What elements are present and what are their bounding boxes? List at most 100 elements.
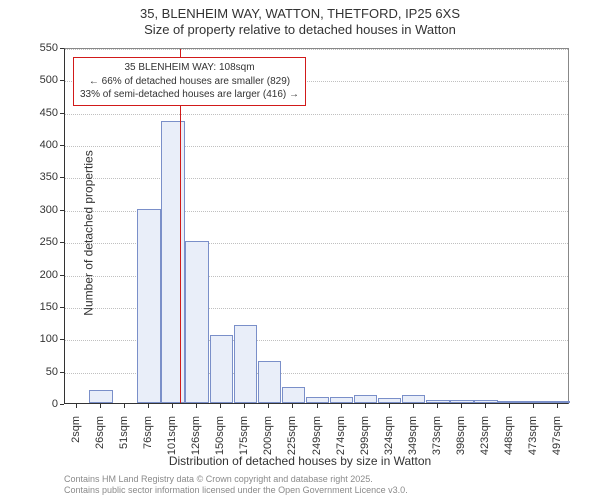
xtick-mark	[292, 404, 293, 408]
xtick-label: 448sqm	[503, 416, 515, 466]
ytick-mark	[60, 48, 64, 49]
ytick-label: 350	[18, 171, 58, 183]
ytick-label: 50	[18, 366, 58, 378]
xtick-label: 150sqm	[214, 416, 226, 466]
histogram-bar	[378, 398, 402, 403]
ytick-mark	[60, 242, 64, 243]
chart-container: 35, BLENHEIM WAY, WATTON, THETFORD, IP25…	[0, 0, 600, 500]
gridline	[65, 146, 568, 147]
xtick-label: 225sqm	[286, 416, 298, 466]
ytick-label: 400	[18, 139, 58, 151]
plot-area: 35 BLENHEIM WAY: 108sqm← 66% of detached…	[64, 48, 569, 404]
xtick-mark	[317, 404, 318, 408]
xtick-label: 324sqm	[383, 416, 395, 466]
annotation-box: 35 BLENHEIM WAY: 108sqm← 66% of detached…	[73, 57, 306, 106]
xtick-mark	[268, 404, 269, 408]
footer-attribution: Contains HM Land Registry data © Crown c…	[64, 474, 408, 497]
ytick-label: 100	[18, 333, 58, 345]
ytick-mark	[60, 145, 64, 146]
ytick-mark	[60, 113, 64, 114]
ytick-label: 450	[18, 107, 58, 119]
xtick-mark	[341, 404, 342, 408]
footer-line-2: Contains public sector information licen…	[64, 485, 408, 496]
histogram-bar	[161, 121, 185, 403]
ytick-label: 150	[18, 301, 58, 313]
xtick-mark	[485, 404, 486, 408]
histogram-bar	[185, 241, 209, 403]
xtick-mark	[557, 404, 558, 408]
xtick-label: 26sqm	[94, 416, 106, 466]
ytick-label: 200	[18, 269, 58, 281]
xtick-label: 398sqm	[455, 416, 467, 466]
histogram-bar	[137, 209, 161, 403]
xtick-label: 51sqm	[118, 416, 130, 466]
xtick-mark	[389, 404, 390, 408]
title-block: 35, BLENHEIM WAY, WATTON, THETFORD, IP25…	[0, 6, 600, 39]
xtick-mark	[196, 404, 197, 408]
histogram-bar	[306, 397, 330, 403]
annotation-line: 33% of semi-detached houses are larger (…	[80, 88, 299, 102]
xtick-mark	[76, 404, 77, 408]
ytick-label: 0	[18, 398, 58, 410]
ytick-mark	[60, 404, 64, 405]
title-main: 35, BLENHEIM WAY, WATTON, THETFORD, IP25…	[0, 6, 600, 22]
xtick-label: 76sqm	[142, 416, 154, 466]
xtick-mark	[509, 404, 510, 408]
xtick-label: 373sqm	[431, 416, 443, 466]
histogram-bar	[522, 401, 546, 403]
gridline	[65, 49, 568, 50]
ytick-mark	[60, 80, 64, 81]
annotation-line: ← 66% of detached houses are smaller (82…	[80, 75, 299, 89]
ytick-label: 500	[18, 74, 58, 86]
xtick-label: 274sqm	[335, 416, 347, 466]
ytick-label: 300	[18, 204, 58, 216]
histogram-bar	[450, 400, 474, 403]
histogram-bar	[210, 335, 234, 403]
histogram-bar	[474, 400, 498, 403]
xtick-label: 349sqm	[407, 416, 419, 466]
histogram-bar	[234, 325, 258, 403]
xtick-mark	[124, 404, 125, 408]
histogram-bar	[89, 390, 113, 403]
ytick-mark	[60, 307, 64, 308]
xtick-mark	[148, 404, 149, 408]
histogram-bar	[426, 400, 450, 403]
gridline	[65, 114, 568, 115]
gridline	[65, 178, 568, 179]
ytick-label: 550	[18, 42, 58, 54]
histogram-bar	[258, 361, 282, 403]
histogram-bar	[330, 397, 354, 403]
ytick-label: 250	[18, 236, 58, 248]
histogram-bar	[354, 395, 378, 403]
ytick-mark	[60, 339, 64, 340]
xtick-label: 473sqm	[527, 416, 539, 466]
annotation-line: 35 BLENHEIM WAY: 108sqm	[80, 61, 299, 75]
title-sub: Size of property relative to detached ho…	[0, 22, 600, 38]
xtick-label: 2sqm	[70, 416, 82, 466]
xtick-mark	[365, 404, 366, 408]
xtick-mark	[220, 404, 221, 408]
ytick-mark	[60, 210, 64, 211]
ytick-mark	[60, 177, 64, 178]
xtick-mark	[533, 404, 534, 408]
xtick-label: 497sqm	[551, 416, 563, 466]
histogram-bar	[282, 387, 306, 403]
histogram-bar	[402, 395, 426, 403]
xtick-label: 175sqm	[238, 416, 250, 466]
histogram-bar	[546, 401, 570, 403]
footer-line-1: Contains HM Land Registry data © Crown c…	[64, 474, 408, 485]
xtick-label: 200sqm	[262, 416, 274, 466]
ytick-mark	[60, 372, 64, 373]
histogram-bar	[498, 401, 522, 403]
xtick-label: 423sqm	[479, 416, 491, 466]
xtick-mark	[461, 404, 462, 408]
y-axis-label: Number of detached properties	[82, 150, 96, 315]
ytick-mark	[60, 275, 64, 276]
xtick-mark	[413, 404, 414, 408]
xtick-label: 249sqm	[311, 416, 323, 466]
xtick-mark	[244, 404, 245, 408]
xtick-mark	[100, 404, 101, 408]
xtick-label: 126sqm	[190, 416, 202, 466]
xtick-mark	[172, 404, 173, 408]
xtick-mark	[437, 404, 438, 408]
